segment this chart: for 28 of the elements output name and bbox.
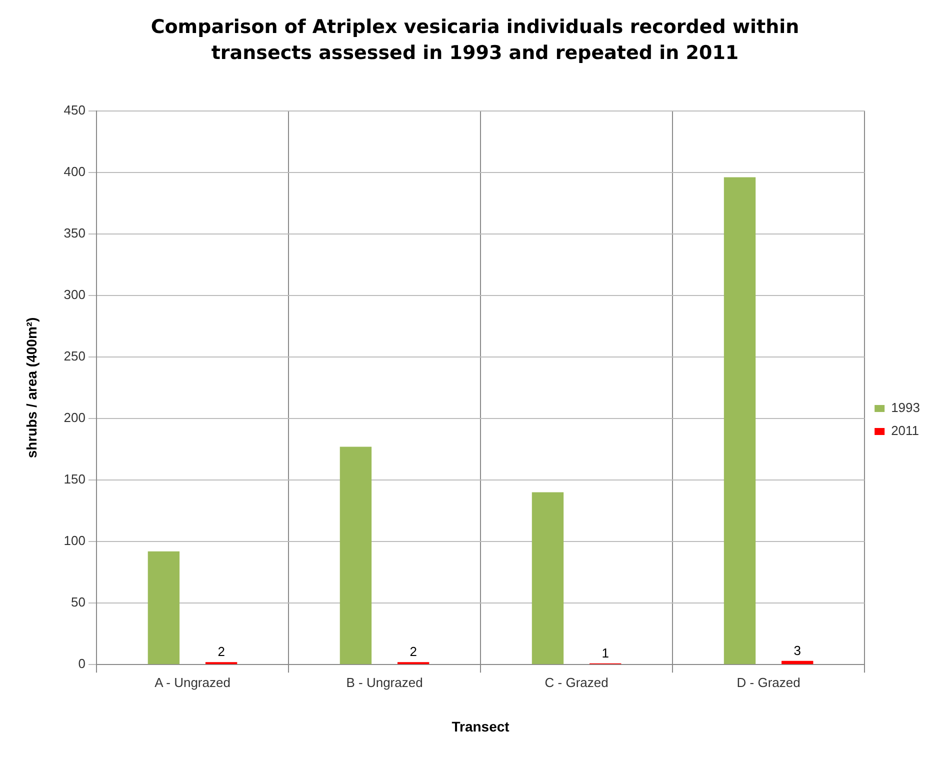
y-axis-title: shrubs / area (400m²) [23, 317, 40, 458]
x-tick-label: A - Ungrazed [154, 674, 230, 690]
legend-label: 1993 [891, 400, 920, 416]
bar [782, 660, 814, 664]
y-tick-label: 400 [64, 164, 86, 179]
y-tick-label: 0 [78, 656, 86, 672]
y-tick-label: 450 [64, 102, 86, 118]
y-tick-label: 150 [64, 472, 86, 487]
chart-title: Comparison of Atriplex vesicaria individuals recorded within transects assessed in 1993 and repeated in 2011 [150, 15, 800, 66]
data-label: 2 [218, 644, 225, 660]
y-tick-label: 200 [64, 410, 86, 426]
bar [340, 446, 372, 664]
x-axis-title: Transect [452, 718, 510, 734]
y-tick-label: 50 [71, 594, 86, 610]
legend-label: 2011 [891, 423, 920, 438]
y-tick-label: 350 [64, 225, 86, 240]
bar [148, 551, 180, 664]
data-label: 1 [602, 645, 609, 660]
x-tick-label: B - Ungrazed [346, 674, 423, 690]
y-tick-label: 300 [64, 286, 86, 302]
y-tick-label: 100 [64, 533, 86, 548]
bar [724, 177, 756, 664]
data-label: 2 [410, 644, 417, 660]
y-tick-label: 250 [64, 348, 86, 364]
bar [532, 492, 564, 664]
data-label: 3 [794, 642, 801, 658]
x-tick-label: C - Grazed [544, 674, 608, 690]
x-tick-label: D - Grazed [736, 674, 800, 690]
